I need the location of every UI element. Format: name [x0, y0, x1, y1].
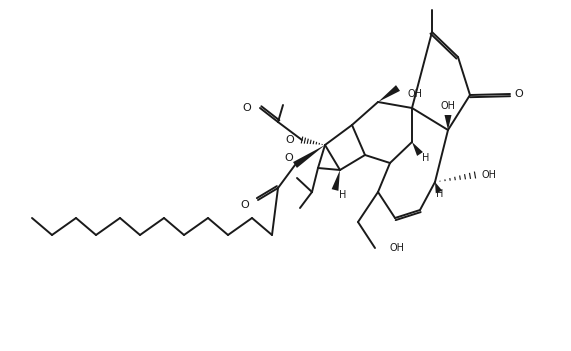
Text: O: O — [242, 103, 251, 113]
Text: H: H — [436, 189, 444, 199]
Polygon shape — [412, 142, 423, 156]
Text: O: O — [240, 200, 249, 210]
Polygon shape — [435, 182, 443, 193]
Text: O: O — [286, 135, 294, 145]
Text: OH: OH — [481, 170, 497, 180]
Text: O: O — [514, 89, 524, 99]
Text: O: O — [284, 153, 293, 163]
Text: OH: OH — [440, 101, 456, 111]
Text: OH: OH — [408, 89, 423, 99]
Polygon shape — [444, 115, 452, 130]
Polygon shape — [378, 85, 400, 102]
Polygon shape — [332, 170, 340, 191]
Text: H: H — [423, 153, 430, 163]
Polygon shape — [293, 145, 325, 168]
Text: H: H — [339, 190, 347, 200]
Text: OH: OH — [389, 243, 404, 253]
